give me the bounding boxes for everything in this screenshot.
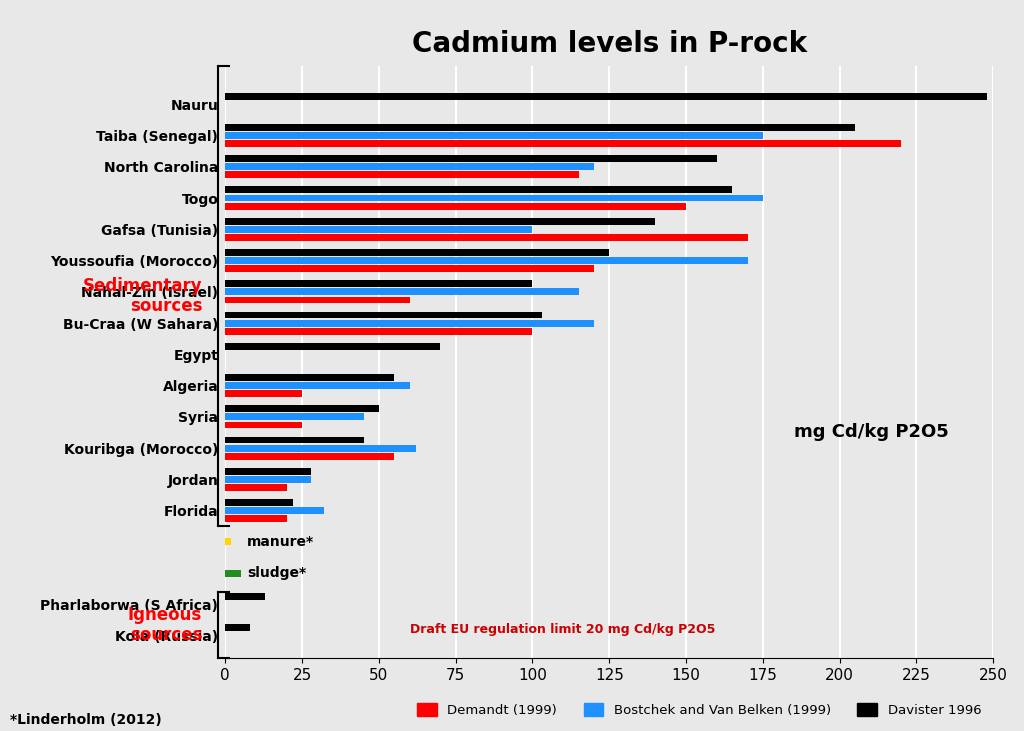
Bar	[225, 289, 579, 295]
Bar	[225, 172, 579, 178]
Bar	[225, 593, 265, 599]
Text: mg Cd/kg P2O5: mg Cd/kg P2O5	[794, 423, 948, 442]
Bar	[225, 539, 231, 545]
Text: Igneous
sources: Igneous sources	[128, 605, 203, 645]
Bar	[225, 202, 686, 210]
Text: Draft EU regulation limit 20 mg Cd/kg P2O5: Draft EU regulation limit 20 mg Cd/kg P2…	[410, 623, 715, 636]
Text: manure*: manure*	[247, 535, 314, 549]
Bar	[225, 140, 901, 147]
Bar	[225, 382, 410, 389]
Bar	[225, 569, 241, 577]
Bar	[225, 405, 379, 412]
Bar	[225, 476, 311, 482]
Bar	[225, 499, 293, 506]
Bar	[225, 414, 364, 420]
Bar	[225, 374, 394, 381]
Bar	[225, 343, 440, 349]
Bar	[225, 93, 987, 99]
Bar	[225, 163, 594, 170]
Bar	[225, 484, 287, 491]
Bar	[225, 297, 410, 303]
Bar	[225, 515, 287, 522]
Bar	[225, 265, 594, 272]
Bar	[225, 444, 416, 452]
Bar	[225, 257, 748, 264]
Bar	[225, 311, 542, 319]
Bar	[225, 468, 311, 474]
Bar	[225, 234, 748, 241]
Bar	[225, 132, 763, 139]
Text: sludge*: sludge*	[247, 566, 306, 580]
Bar	[225, 624, 250, 631]
Text: *Linderholm (2012): *Linderholm (2012)	[10, 713, 162, 727]
Bar	[225, 507, 324, 514]
Text: Sedimentary
sources: Sedimentary sources	[83, 276, 203, 316]
Bar	[225, 280, 532, 287]
Bar	[225, 155, 717, 162]
Bar	[225, 422, 302, 428]
Bar	[225, 319, 594, 327]
Bar	[225, 124, 855, 131]
Bar	[225, 218, 655, 224]
Bar	[225, 452, 394, 460]
Title: Cadmium levels in P-rock: Cadmium levels in P-rock	[412, 30, 807, 58]
Bar	[225, 390, 302, 397]
Bar	[225, 249, 609, 256]
Bar	[225, 436, 364, 444]
Bar	[225, 327, 532, 335]
Legend: Demandt (1999), Bostchek and Van Belken (1999), Davister 1996: Demandt (1999), Bostchek and Van Belken …	[412, 697, 987, 722]
Bar	[225, 226, 532, 232]
Bar	[225, 186, 732, 194]
Bar	[225, 194, 763, 202]
